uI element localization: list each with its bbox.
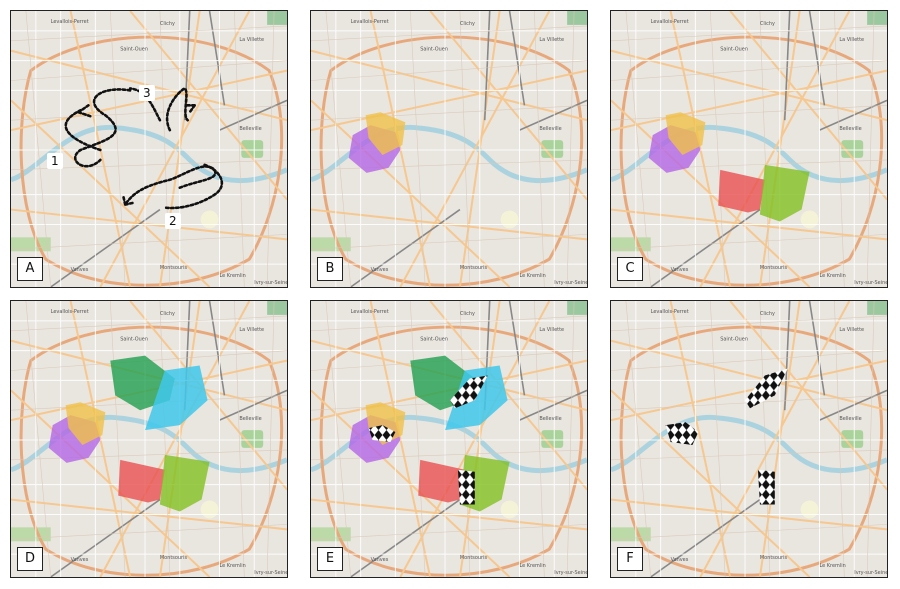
- panel-label: C: [617, 257, 643, 281]
- map-place-label: Saint-Ouen: [420, 337, 448, 343]
- cyan-region: [145, 365, 208, 431]
- map-place-label: Levallois-Perret: [651, 309, 689, 315]
- route-label-1: 1: [47, 153, 63, 169]
- overlap-hatch-2: [665, 422, 699, 445]
- map-place-label: Ivry-sur-Seine: [854, 280, 887, 286]
- map-place-label: Le Kremlin: [819, 273, 845, 279]
- map-place-label: Clichy: [160, 21, 175, 27]
- panel-label: B: [317, 257, 343, 281]
- map-place-label: Le Kremlin: [819, 563, 845, 569]
- map-place-label: Saint-Ouen: [720, 337, 748, 343]
- map-place-label: Montsouris: [460, 555, 488, 561]
- route-label-3: 3: [139, 85, 155, 101]
- map-place-label: Belleville: [539, 126, 561, 132]
- map-place-label: La Villette: [239, 37, 264, 43]
- map-place-label: Clichy: [760, 311, 775, 317]
- map-panel-b: Levallois-Perret Clichy Saint-Ouen La Ville…: [310, 10, 588, 288]
- map-place-label: Clichy: [160, 311, 175, 317]
- map-place-label: Montsouris: [160, 555, 188, 561]
- panel-label: F: [617, 547, 643, 571]
- map-place-label: Vanves: [71, 267, 89, 273]
- street-map: Levallois-Perret Clichy Saint-Ouen La Ville…: [311, 301, 587, 577]
- map-place-label: Ivry-sur-Seine: [554, 280, 587, 286]
- map-place-label: Montsouris: [460, 265, 488, 271]
- map-place-label: Levallois-Perret: [51, 19, 89, 25]
- map-panel-a: Levallois-Perret Clichy Saint-Ouen La Ville…: [10, 10, 288, 288]
- map-place-label: La Villette: [239, 327, 264, 333]
- map-place-label: Le Kremlin: [219, 273, 245, 279]
- map-panel-c: Levallois-Perret Clichy Saint-Ouen La Ville…: [610, 10, 888, 288]
- red-region: [418, 459, 465, 503]
- map-place-label: Levallois-Perret: [51, 309, 89, 315]
- map-place-label: Belleville: [839, 416, 861, 422]
- map-place-label: Vanves: [671, 557, 689, 563]
- map-place-label: La Villette: [539, 37, 564, 43]
- map-place-label: Clichy: [460, 21, 475, 27]
- map-place-label: Belleville: [239, 416, 261, 422]
- map-place-label: Le Kremlin: [219, 563, 245, 569]
- overlap-hatch-1: [449, 375, 488, 409]
- overlap-hatch-3: [457, 469, 475, 505]
- yellow-region: [65, 402, 106, 445]
- green-region: [159, 454, 210, 512]
- cyan-region: [445, 365, 508, 431]
- map-place-label: La Villette: [539, 327, 564, 333]
- map-place-label: Ivry-sur-Seine: [254, 570, 287, 576]
- map-panel-e: Levallois-Perret Clichy Saint-Ouen La Ville…: [310, 300, 588, 578]
- route-label-2: 2: [165, 213, 181, 229]
- yellow-region: [365, 112, 406, 155]
- map-place-label: Ivry-sur-Seine: [854, 570, 887, 576]
- overlap-hatch-3: [757, 469, 775, 505]
- map-place-label: Le Kremlin: [519, 563, 545, 569]
- street-map: Levallois-Perret Clichy Saint-Ouen La Ville…: [611, 301, 887, 577]
- map-place-label: Levallois-Perret: [651, 19, 689, 25]
- map-place-label: Ivry-sur-Seine: [554, 570, 587, 576]
- map-place-label: Clichy: [760, 21, 775, 27]
- street-map: Levallois-Perret Clichy Saint-Ouen La Ville…: [11, 301, 287, 577]
- map-place-label: Saint-Ouen: [120, 337, 148, 343]
- green-region: [759, 164, 810, 222]
- overlap-hatch-1: [745, 368, 788, 409]
- map-place-label: Clichy: [460, 311, 475, 317]
- map-place-label: Vanves: [71, 557, 89, 563]
- map-place-label: Belleville: [839, 126, 861, 132]
- yellow-region: [665, 112, 706, 155]
- map-place-label: Saint-Ouen: [720, 47, 748, 53]
- map-place-label: Vanves: [371, 267, 389, 273]
- map-place-label: Vanves: [671, 267, 689, 273]
- map-panel-f: Levallois-Perret Clichy Saint-Ouen La Ville…: [610, 300, 888, 578]
- map-place-label: Saint-Ouen: [120, 47, 148, 53]
- overlap-hatch-2: [368, 425, 396, 442]
- map-place-label: Montsouris: [160, 265, 188, 271]
- street-map: Levallois-Perret Clichy Saint-Ouen La Ville…: [11, 11, 287, 287]
- panel-label: A: [17, 257, 43, 281]
- map-place-label: Levallois-Perret: [351, 19, 389, 25]
- map-place-label: Belleville: [539, 416, 561, 422]
- map-panel-d: Levallois-Perret Clichy Saint-Ouen La Ville…: [10, 300, 288, 578]
- street-map: Levallois-Perret Clichy Saint-Ouen La Ville…: [611, 11, 887, 287]
- map-place-label: Montsouris: [760, 265, 788, 271]
- red-region: [118, 459, 165, 503]
- panel-label: D: [17, 547, 43, 571]
- map-place-label: Saint-Ouen: [420, 47, 448, 53]
- panel-label: E: [317, 547, 343, 571]
- map-place-label: Levallois-Perret: [351, 309, 389, 315]
- map-place-label: La Villette: [839, 37, 864, 43]
- street-map: Levallois-Perret Clichy Saint-Ouen La Ville…: [311, 11, 587, 287]
- map-place-label: Ivry-sur-Seine: [254, 280, 287, 286]
- map-place-label: Vanves: [371, 557, 389, 563]
- map-place-label: Montsouris: [760, 555, 788, 561]
- red-region: [718, 169, 765, 213]
- map-place-label: Belleville: [239, 126, 261, 132]
- map-place-label: Le Kremlin: [519, 273, 545, 279]
- map-place-label: La Villette: [839, 327, 864, 333]
